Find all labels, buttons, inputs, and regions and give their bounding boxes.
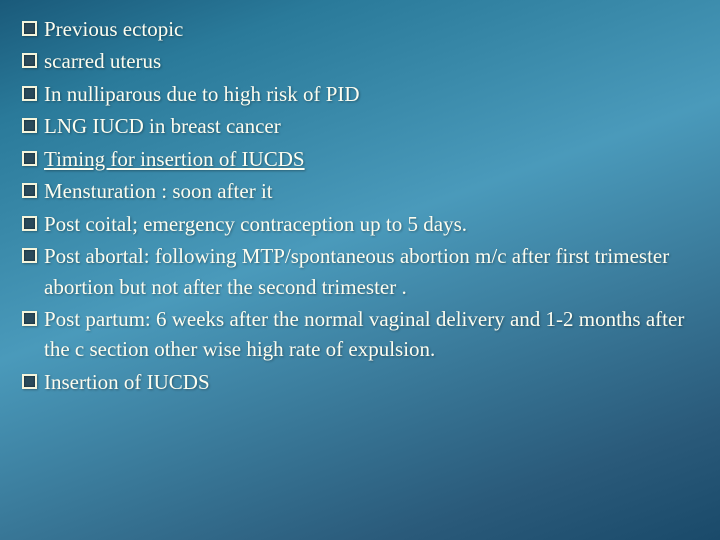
list-item: Insertion of IUCDS [22,367,698,397]
bullet-icon [22,248,37,263]
slide-container: Previous ectopic scarred uterus In nulli… [0,0,720,540]
bullet-icon [22,311,37,326]
list-item: Post coital; emergency contraception up … [22,209,698,239]
bullet-icon [22,374,37,389]
bullet-icon [22,53,37,68]
item-text: In nulliparous due to high risk of PID [44,79,698,109]
item-text: Post abortal: following MTP/spontaneous … [44,241,698,302]
bullet-icon [22,216,37,231]
item-text: Post coital; emergency contraception up … [44,209,698,239]
list-item: scarred uterus [22,46,698,76]
bullet-icon [22,21,37,36]
list-item: Post partum: 6 weeks after the normal va… [22,304,698,365]
bullet-icon [22,151,37,166]
list-item: In nulliparous due to high risk of PID [22,79,698,109]
content-list: Previous ectopic scarred uterus In nulli… [22,14,698,397]
item-text: Post partum: 6 weeks after the normal va… [44,304,698,365]
list-item: Post abortal: following MTP/spontaneous … [22,241,698,302]
item-text: Mensturation : soon after it [44,176,698,206]
list-item: Previous ectopic [22,14,698,44]
bullet-icon [22,183,37,198]
item-text: LNG IUCD in breast cancer [44,111,698,141]
bullet-icon [22,118,37,133]
bullet-icon [22,86,37,101]
item-text-heading: Timing for insertion of IUCDS [44,144,698,174]
item-text: scarred uterus [44,46,698,76]
list-item: LNG IUCD in breast cancer [22,111,698,141]
item-text: Previous ectopic [44,14,698,44]
list-item: Timing for insertion of IUCDS [22,144,698,174]
list-item: Mensturation : soon after it [22,176,698,206]
item-text: Insertion of IUCDS [44,367,698,397]
